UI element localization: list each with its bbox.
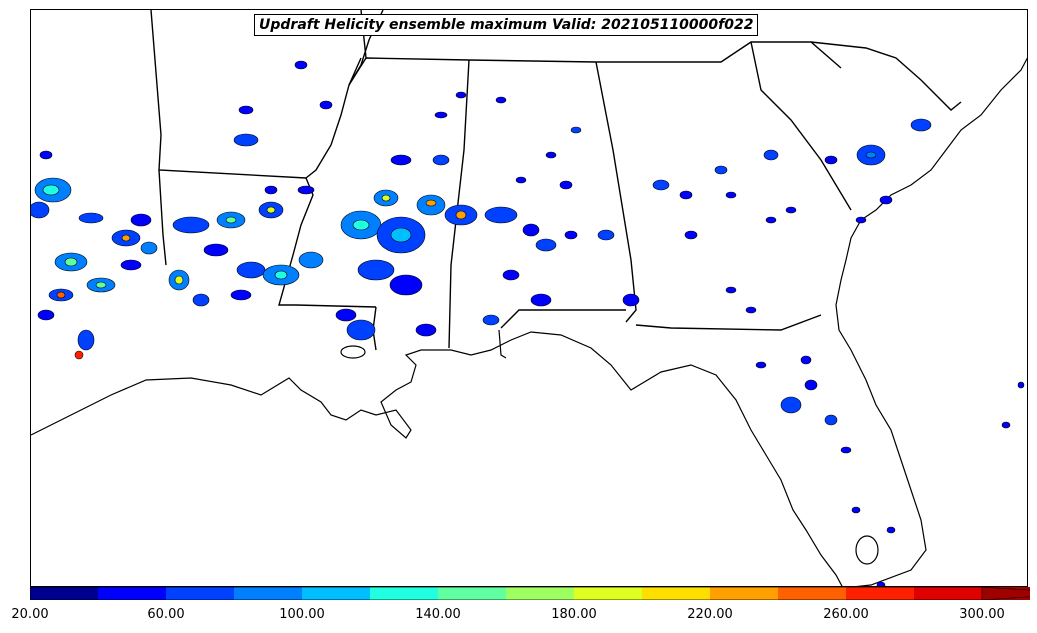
colorbar-segment	[302, 587, 370, 600]
colorbar-segment	[234, 587, 302, 600]
colorbar-tick-label: 220.00	[687, 607, 733, 622]
border-al-fl	[500, 309, 626, 329]
colorbar-segment	[98, 587, 166, 600]
colorbar-segment	[574, 587, 642, 600]
colorbar-segment	[642, 587, 710, 600]
colorbar	[30, 587, 1030, 600]
colorbar-segment	[506, 587, 574, 600]
coast-florida-east	[835, 57, 1027, 586]
colorbar-segment	[778, 587, 846, 600]
colorbar-tick-label: 100.00	[279, 607, 325, 622]
border-al-ga	[595, 61, 637, 323]
border-ms-tn	[348, 57, 597, 86]
colorbar-segment	[438, 587, 506, 600]
border-nc-sc	[810, 41, 962, 111]
colorbar-tick-label: 140.00	[415, 607, 461, 622]
colorbar-segment	[846, 587, 914, 600]
helicity-contours	[31, 60, 1025, 586]
colorbar-segment	[710, 587, 778, 600]
colorbar-tick-label: 180.00	[551, 607, 597, 622]
state-borders	[150, 10, 962, 351]
border-ar-ms	[278, 177, 377, 308]
colorbar-tick-label: 60.00	[147, 607, 185, 622]
lake-okeechobee	[855, 535, 879, 565]
colorbar-segment	[166, 587, 234, 600]
border-tn-ga	[596, 41, 842, 69]
border-ok-ar	[150, 10, 162, 136]
lake-pontchartrain	[340, 345, 366, 359]
colorbar-segment	[370, 587, 438, 600]
colorbar-tick-label: 260.00	[823, 607, 869, 622]
coastlines	[31, 57, 1027, 586]
colorbar-tick-label: 20.00	[11, 607, 49, 622]
colorbar-segment	[30, 587, 98, 600]
border-ar-la	[158, 169, 167, 266]
border-ms-al	[448, 59, 470, 349]
coast-west-gulf	[31, 331, 843, 586]
border-ga-sc	[750, 41, 852, 211]
map-title: Updraft Helicity ensemble maximum Valid:…	[254, 14, 759, 36]
colorbar-extend-arrow	[981, 587, 1030, 600]
colorbar-segment	[914, 587, 982, 600]
mobile-bay	[498, 329, 507, 359]
border-ga-fl	[635, 314, 822, 331]
map-frame	[30, 9, 1028, 587]
border-tx-ar	[158, 134, 307, 179]
colorbar-tick-label: 300.00	[959, 607, 1005, 622]
border-ar-mo	[305, 84, 350, 179]
map-canvas	[31, 10, 1027, 586]
